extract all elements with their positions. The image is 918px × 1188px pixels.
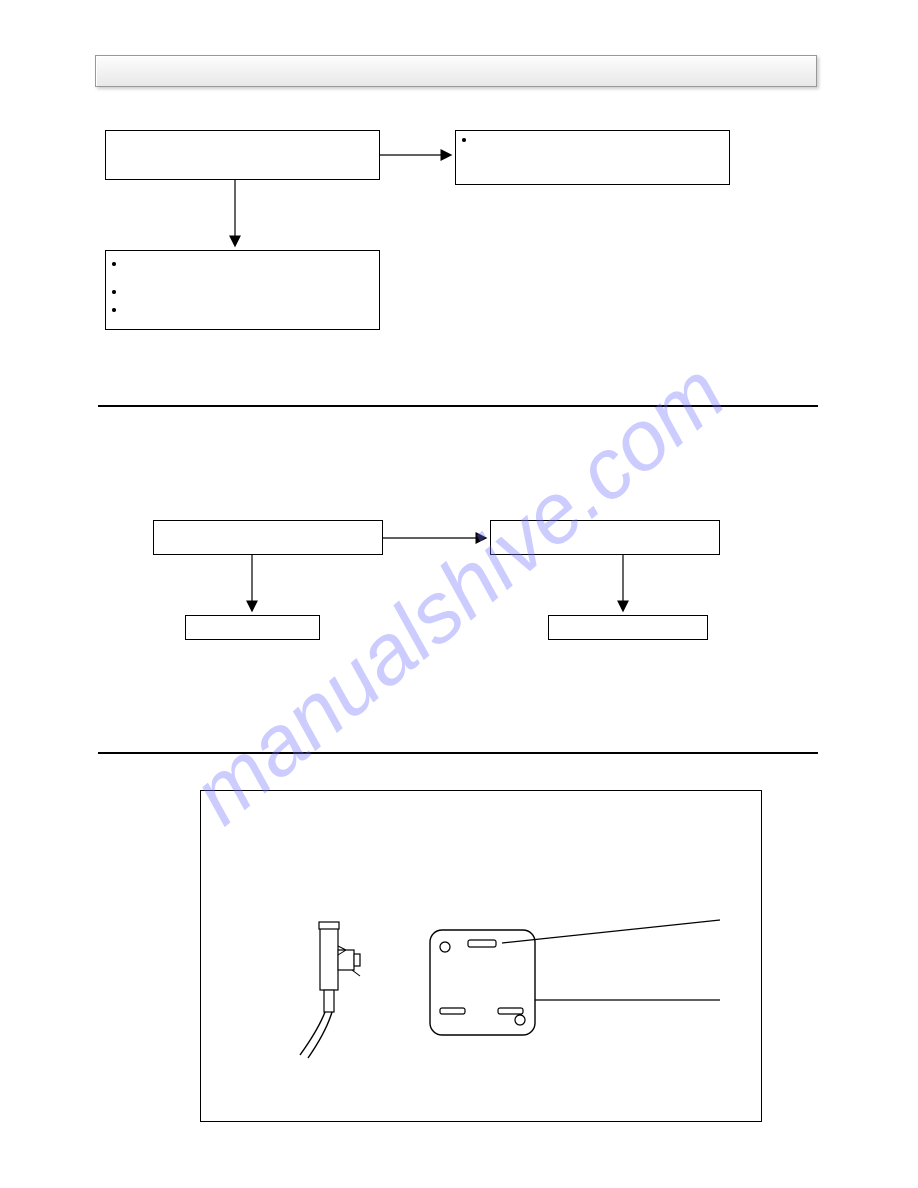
figure-drawing — [0, 0, 918, 1188]
page: manualshive.com — [0, 0, 918, 1188]
